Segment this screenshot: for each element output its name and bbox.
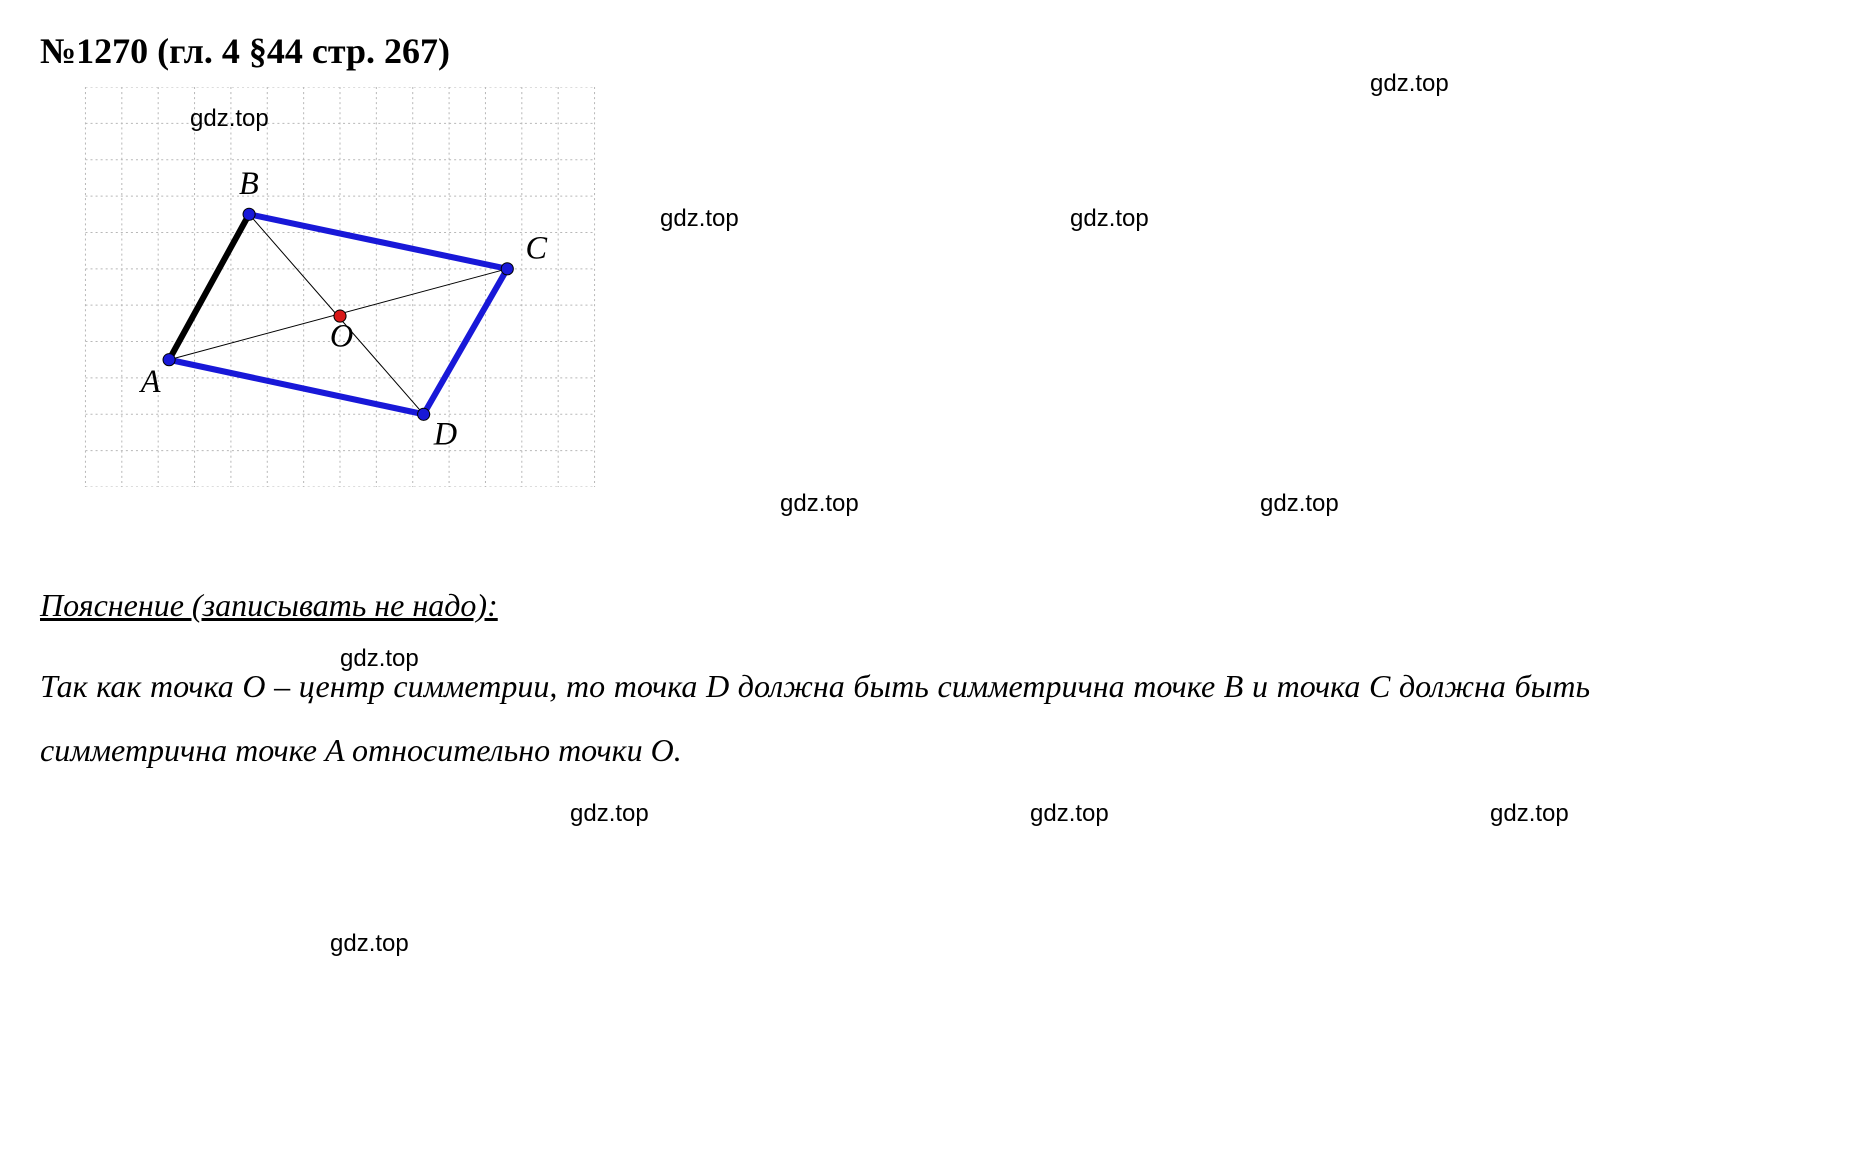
watermark: gdz.top xyxy=(1030,800,1109,828)
watermark: gdz.top xyxy=(1070,205,1149,233)
watermark: gdz.top xyxy=(1370,70,1449,98)
svg-text:O: O xyxy=(330,317,353,353)
watermark: gdz.top xyxy=(1490,800,1569,828)
svg-text:B: B xyxy=(239,165,259,201)
watermark: gdz.top xyxy=(1260,490,1339,518)
watermark: gdz.top xyxy=(780,490,859,518)
watermark: gdz.top xyxy=(330,930,409,958)
svg-text:D: D xyxy=(433,416,457,452)
watermark: gdz.top xyxy=(660,205,739,233)
svg-text:C: C xyxy=(525,230,547,266)
explanation-text: Так как точка O – центр симметрии, то то… xyxy=(40,654,1590,782)
watermark: gdz.top xyxy=(570,800,649,828)
problem-title: №1270 (гл. 4 §44 стр. 267) xyxy=(40,30,1813,72)
diagram-container: A B C D O xyxy=(40,87,640,487)
geometry-diagram: A B C D O xyxy=(40,87,640,487)
explanation-header: Пояснение (записывать не надо): xyxy=(40,587,1813,624)
page-wrapper: №1270 (гл. 4 §44 стр. 267) A B C D O Пояснен… xyxy=(40,30,1813,782)
svg-text:A: A xyxy=(139,363,161,399)
